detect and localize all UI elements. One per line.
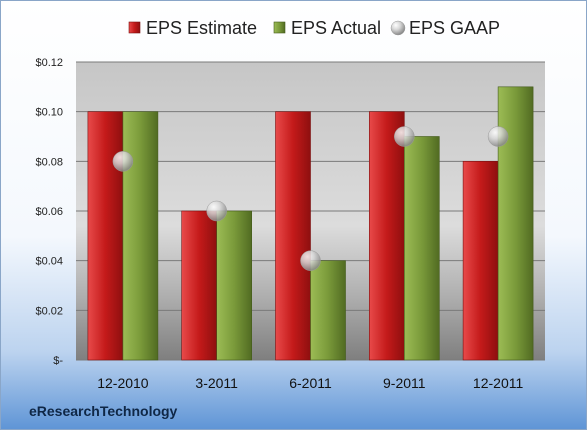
legend-label: EPS Actual [291, 18, 381, 38]
legend-swatch [128, 21, 141, 34]
eps-gaap-marker [206, 200, 227, 222]
y-tick-label: $- [53, 355, 63, 367]
eps-estimate-bar [275, 111, 311, 361]
legend-swatch [273, 21, 286, 34]
eps-estimate-bar [462, 161, 499, 361]
y-tick-label: $0.12 [35, 57, 63, 69]
y-tick-label: $0.08 [35, 156, 63, 168]
x-axis: 12-2010 3-2011 6-2011 9-2011 12-2011 [97, 375, 523, 391]
y-axis: $- $0.02 $0.04 $0.06 $0.08 $0.10 $0.12 [35, 57, 63, 367]
eps-actual-bar [122, 111, 159, 361]
eps-gaap-marker [487, 126, 509, 147]
legend-label: EPS GAAP [409, 18, 500, 38]
eps-gaap-marker [394, 126, 415, 147]
eps-estimate-bar [368, 111, 405, 361]
eps-actual-bar [216, 210, 252, 361]
x-tick-label: 9-2011 [383, 375, 426, 391]
brand-label: eResearchTechnology [29, 403, 178, 419]
eps-actual-bar [403, 136, 440, 361]
x-tick-label: 12-2011 [473, 375, 524, 391]
legend-swatch [390, 20, 406, 36]
bars [87, 86, 534, 361]
y-tick-label: $0.10 [35, 107, 63, 119]
x-tick-label: 3-2011 [195, 375, 238, 391]
eps-gaap-marker [112, 151, 134, 172]
x-tick-label: 6-2011 [289, 375, 332, 391]
eps-gaap-marker [300, 250, 321, 271]
eps-estimate-bar [87, 111, 124, 361]
legend: EPS Estimate EPS Actual EPS GAAP [128, 18, 500, 38]
legend-label: EPS Estimate [146, 18, 257, 38]
eps-actual-bar [310, 260, 346, 361]
eps-estimate-bar [181, 210, 217, 361]
y-tick-label: $0.06 [35, 206, 63, 218]
y-tick-label: $0.02 [35, 305, 63, 317]
gaap-markers [112, 126, 509, 271]
y-tick-label: $0.04 [35, 256, 63, 268]
x-tick-label: 12-2010 [97, 375, 149, 391]
